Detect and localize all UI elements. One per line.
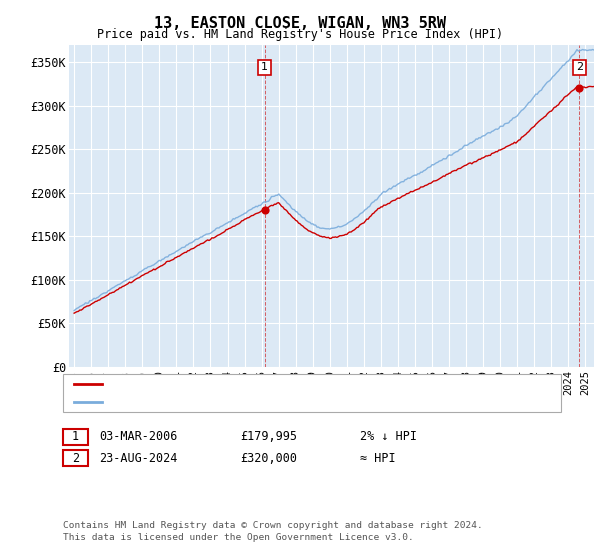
Text: 03-MAR-2006: 03-MAR-2006 [99,430,178,444]
Text: £179,995: £179,995 [240,430,297,444]
Text: This data is licensed under the Open Government Licence v3.0.: This data is licensed under the Open Gov… [63,533,414,543]
Text: 2: 2 [576,62,583,72]
Text: Price paid vs. HM Land Registry's House Price Index (HPI): Price paid vs. HM Land Registry's House … [97,28,503,41]
Point [260,206,269,214]
Text: 1: 1 [72,430,79,444]
Text: 1: 1 [261,62,268,72]
Point [575,84,584,93]
Text: 2% ↓ HPI: 2% ↓ HPI [360,430,417,444]
Text: 13, EASTON CLOSE, WIGAN, WN3 5RW (detached house): 13, EASTON CLOSE, WIGAN, WN3 5RW (detach… [108,379,439,389]
Text: HPI: Average price, detached house, Wigan: HPI: Average price, detached house, Wiga… [108,397,385,407]
Text: 13, EASTON CLOSE, WIGAN, WN3 5RW: 13, EASTON CLOSE, WIGAN, WN3 5RW [154,16,446,31]
Text: 23-AUG-2024: 23-AUG-2024 [99,451,178,465]
Text: 2: 2 [72,451,79,465]
Text: £320,000: £320,000 [240,451,297,465]
Text: ≈ HPI: ≈ HPI [360,451,395,465]
Text: Contains HM Land Registry data © Crown copyright and database right 2024.: Contains HM Land Registry data © Crown c… [63,521,483,530]
